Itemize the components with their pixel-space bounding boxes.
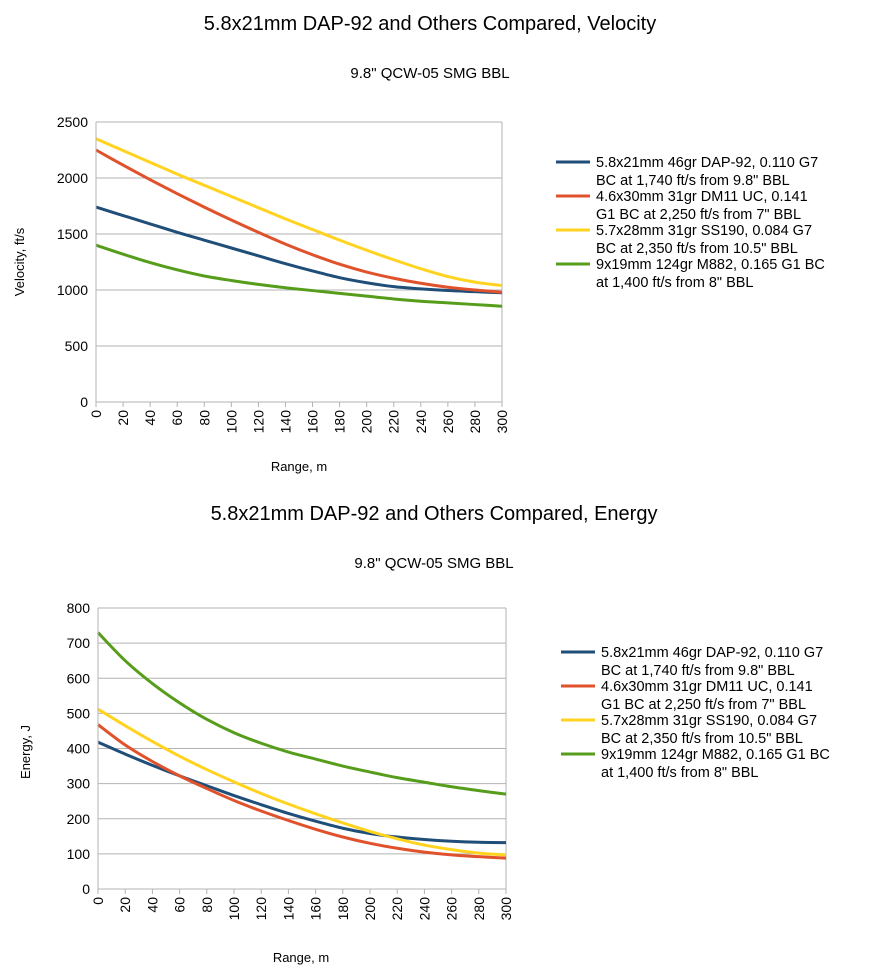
energy-x-tick-label: 280 bbox=[471, 897, 487, 921]
energy-y-tick-label: 600 bbox=[67, 670, 91, 686]
energy-y-axis-label: Energy, J bbox=[18, 725, 33, 779]
energy-x-tick-label: 260 bbox=[444, 897, 460, 921]
velocity-x-tick-label: 240 bbox=[413, 410, 429, 434]
velocity-x-tick-label: 140 bbox=[277, 410, 293, 434]
energy-x-tick-label: 40 bbox=[144, 897, 160, 913]
energy-chart: 5.8x21mm DAP-92 and Others Compared, Ene… bbox=[18, 503, 830, 965]
energy-x-tick-label: 140 bbox=[280, 897, 296, 921]
energy-legend-label-4: 9x19mm 124gr M882, 0.165 G1 BC at 1,400 f… bbox=[601, 747, 830, 781]
energy-x-axis-label: Range, m bbox=[273, 950, 329, 965]
energy-y-tick-label: 500 bbox=[67, 705, 91, 721]
energy-chart-title: 5.8x21mm DAP-92 and Others Compared, Ene… bbox=[211, 503, 658, 525]
velocity-series-line-4 bbox=[95, 243, 503, 308]
velocity-x-tick-label: 60 bbox=[169, 410, 185, 426]
velocity-series-line-2 bbox=[95, 148, 503, 294]
velocity-x-tick-label: 300 bbox=[494, 410, 510, 434]
energy-x-tick-label: 120 bbox=[253, 897, 269, 921]
energy-y-tick-label: 300 bbox=[67, 776, 91, 792]
energy-x-tick-label: 100 bbox=[226, 897, 242, 921]
energy-x-tick-label: 60 bbox=[172, 897, 188, 913]
velocity-y-tick-label: 500 bbox=[65, 338, 89, 354]
velocity-x-tick-label: 40 bbox=[142, 410, 158, 426]
velocity-x-tick-label: 160 bbox=[305, 410, 321, 434]
velocity-chart-title: 5.8x21mm DAP-92 and Others Compared, Vel… bbox=[204, 13, 656, 35]
velocity-x-tick-label: 120 bbox=[250, 410, 266, 434]
velocity-series-line-1 bbox=[95, 205, 503, 295]
velocity-x-tick-label: 20 bbox=[115, 410, 131, 426]
energy-x-tick-label: 200 bbox=[362, 897, 378, 921]
velocity-chart: 5.8x21mm DAP-92 and Others Compared, Vel… bbox=[12, 13, 825, 474]
velocity-x-tick-label: 260 bbox=[440, 410, 456, 434]
velocity-chart-subtitle: 9.8" QCW-05 SMG BBL bbox=[350, 65, 509, 82]
velocity-legend-label-4: 9x19mm 124gr M882, 0.165 G1 BC at 1,400 f… bbox=[596, 257, 825, 291]
velocity-y-tick-label: 2000 bbox=[57, 170, 88, 186]
velocity-x-tick-label: 220 bbox=[386, 410, 402, 434]
energy-x-tick-label: 180 bbox=[335, 897, 351, 921]
energy-x-tick-label: 0 bbox=[90, 897, 106, 905]
energy-y-tick-label: 0 bbox=[82, 881, 90, 897]
energy-x-tick-label: 80 bbox=[199, 897, 215, 913]
energy-series-line-3 bbox=[97, 707, 507, 857]
velocity-legend-label-2: 4.6x30mm 31gr DM11 UC, 0.141 G1 BC at 2,2… bbox=[596, 189, 808, 223]
velocity-y-tick-label: 1000 bbox=[57, 282, 88, 298]
velocity-x-tick-label: 180 bbox=[332, 410, 348, 434]
velocity-y-tick-label: 0 bbox=[80, 394, 88, 410]
velocity-y-tick-label: 1500 bbox=[57, 226, 88, 242]
velocity-legend-label-3: 5.7x28mm 31gr SS190, 0.084 G7 BC at 2,350… bbox=[596, 223, 812, 257]
energy-x-tick-label: 240 bbox=[416, 897, 432, 921]
energy-y-tick-label: 100 bbox=[67, 846, 91, 862]
velocity-y-axis-label: Velocity, ft/s bbox=[12, 227, 27, 296]
energy-legend-label-1: 5.8x21mm 46gr DAP-92, 0.110 G7 BC at 1,74… bbox=[601, 645, 823, 679]
velocity-series-line-3 bbox=[95, 137, 503, 288]
energy-series-line-2 bbox=[97, 723, 507, 860]
energy-x-tick-label: 220 bbox=[389, 897, 405, 921]
energy-x-tick-label: 160 bbox=[308, 897, 324, 921]
velocity-x-axis-label: Range, m bbox=[271, 459, 327, 474]
energy-y-tick-label: 700 bbox=[67, 635, 91, 651]
velocity-x-tick-label: 0 bbox=[88, 410, 104, 418]
velocity-x-tick-label: 200 bbox=[359, 410, 375, 434]
velocity-y-tick-label: 2500 bbox=[57, 114, 88, 130]
energy-y-tick-label: 200 bbox=[67, 811, 91, 827]
velocity-legend-label-1: 5.8x21mm 46gr DAP-92, 0.110 G7 BC at 1,74… bbox=[596, 155, 818, 189]
energy-x-tick-label: 300 bbox=[498, 897, 514, 921]
energy-legend-label-3: 5.7x28mm 31gr SS190, 0.084 G7 BC at 2,350… bbox=[601, 713, 817, 747]
velocity-x-tick-label: 100 bbox=[223, 410, 239, 434]
energy-chart-subtitle: 9.8" QCW-05 SMG BBL bbox=[354, 555, 513, 572]
energy-y-tick-label: 800 bbox=[67, 600, 91, 616]
energy-series-line-1 bbox=[97, 740, 507, 845]
energy-legend-label-2: 4.6x30mm 31gr DM11 UC, 0.141 G1 BC at 2,2… bbox=[601, 679, 813, 713]
velocity-x-tick-label: 280 bbox=[467, 410, 483, 434]
energy-y-tick-label: 400 bbox=[67, 741, 91, 757]
energy-x-tick-label: 20 bbox=[117, 897, 133, 913]
energy-series-line-4 bbox=[96, 631, 507, 796]
velocity-x-tick-label: 80 bbox=[196, 410, 212, 426]
